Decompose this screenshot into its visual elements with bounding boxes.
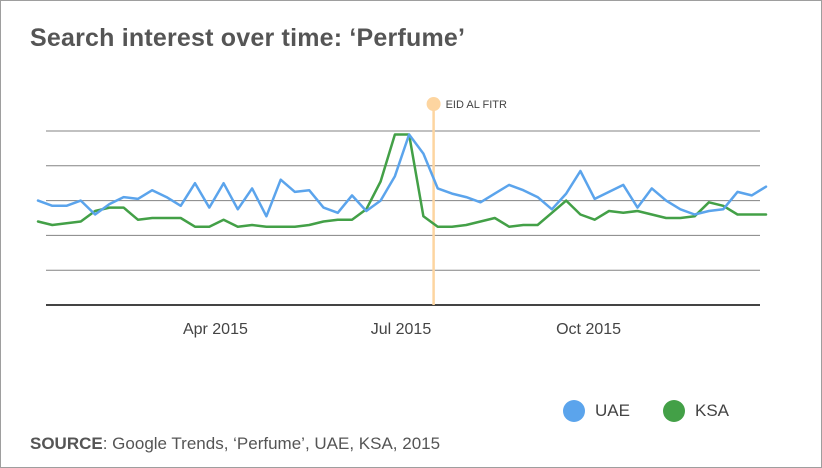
x-tick-label: Oct 2015	[556, 321, 621, 338]
legend-item-ksa[interactable]: KSA	[663, 398, 729, 424]
source-text: : Google Trends, ‘Perfume’, UAE, KSA, 20…	[102, 434, 441, 453]
series-line-ksa	[36, 133, 768, 228]
legend-label-ksa: KSA	[695, 401, 730, 420]
legend-label-uae: UAE	[595, 401, 630, 420]
gridlines	[46, 130, 760, 306]
source-note: SOURCE: Google Trends, ‘Perfume’, UAE, K…	[30, 434, 440, 454]
legend-dot-ksa	[663, 400, 685, 422]
chart-title: Search interest over time: ‘Perfume’	[30, 24, 466, 52]
series-line-uae	[36, 133, 768, 218]
x-tick-label: Apr 2015	[183, 321, 248, 338]
event-marker	[426, 97, 441, 111]
legend-item-uae[interactable]: UAE	[563, 398, 630, 424]
source-label: SOURCE	[30, 434, 103, 453]
series-lines	[36, 133, 768, 228]
x-axis-ticks: Apr 2015 Jul 2015 Oct 2015	[183, 321, 621, 338]
x-tick-label: Jul 2015	[371, 321, 432, 338]
legend-dot-uae	[563, 400, 585, 422]
event-annotation: EID AL FITR	[426, 97, 507, 305]
event-label: EID AL FITR	[446, 99, 507, 111]
